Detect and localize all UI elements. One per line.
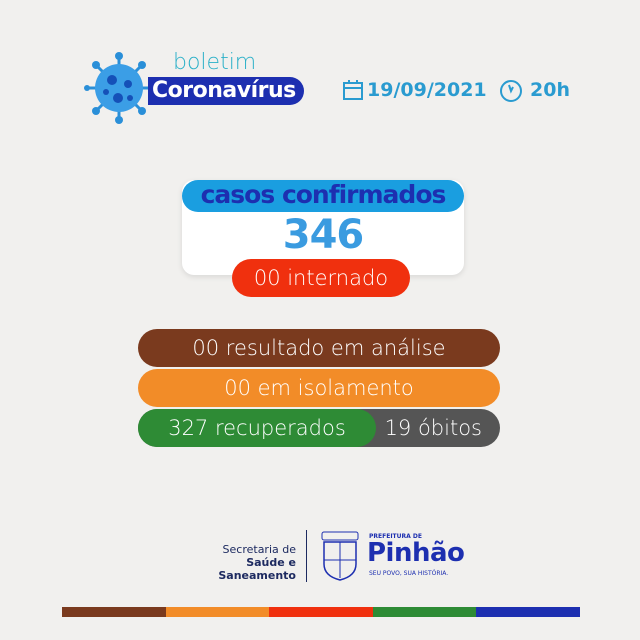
stripe-red: [269, 607, 373, 617]
stripe-green: [372, 607, 477, 617]
card-title: casos confirmados: [182, 180, 464, 212]
pref-label: PREFEITURA DE: [369, 533, 422, 540]
recovered-bar: 327 recuperados: [138, 409, 376, 447]
slogan: SEU POVO, SUA HISTÓRIA.: [369, 570, 449, 577]
city-name: Pinhão: [367, 538, 465, 568]
isolation-bar: 00 em isolamento: [138, 369, 500, 407]
brand-small: boletim: [173, 50, 257, 75]
clock-icon: [500, 80, 522, 102]
confirmed-total: 346: [282, 212, 365, 258]
date: 19/09/2021: [367, 79, 487, 101]
analysis-bar: 00 resultado em análise: [138, 329, 500, 367]
deaths-label: 19 óbitos: [384, 416, 482, 440]
color-stripe: [62, 607, 580, 617]
dept-name: Secretaria de Saúde e Saneamento: [170, 543, 296, 582]
brand-big: Coronavírus: [148, 77, 304, 105]
stripe-blue: [476, 607, 580, 617]
virus-icon: [84, 52, 154, 124]
stripe-orange: [165, 607, 270, 617]
dept-line2: Saúde e Saneamento: [218, 556, 296, 582]
divider: [306, 530, 307, 582]
calendar-icon: [343, 80, 363, 100]
time: 20h: [530, 79, 570, 101]
hospitalized-pill: 00 internado: [232, 259, 410, 297]
confirmed-card: casos confirmados 346: [182, 180, 464, 275]
dept-line1: Secretaria de: [222, 543, 296, 556]
stripe-brown: [62, 607, 166, 617]
city-crest-icon: [321, 531, 359, 581]
